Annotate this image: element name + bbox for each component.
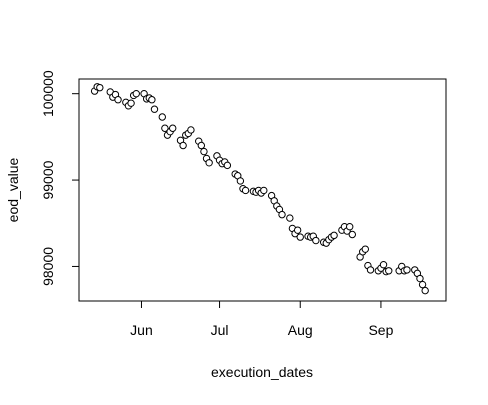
- data-point: [179, 141, 187, 150]
- data-point: [361, 245, 370, 253]
- data-point: [96, 83, 104, 92]
- data-point: [286, 214, 294, 222]
- plot-frame: [78, 78, 447, 302]
- data-point: [416, 274, 424, 283]
- data-point: [236, 177, 245, 185]
- data-point: [127, 99, 135, 107]
- data-point: [205, 159, 213, 167]
- data-point: [161, 124, 169, 132]
- data-point: [197, 141, 206, 150]
- data-point: [132, 89, 140, 98]
- y-tick-label: 98000: [40, 247, 56, 286]
- data-point: [187, 126, 195, 134]
- data-point: [278, 210, 286, 219]
- data-point: [403, 266, 411, 274]
- data-point: [348, 230, 356, 239]
- data-point: [330, 231, 338, 240]
- data-point: [169, 124, 177, 132]
- y-tick-label: 100000: [40, 70, 56, 117]
- x-tick-label: Jul: [211, 322, 229, 338]
- data-point: [293, 226, 302, 234]
- data-points: [90, 83, 429, 295]
- data-point: [260, 186, 268, 195]
- data-point: [296, 233, 304, 241]
- data-point: [200, 147, 208, 156]
- y-axis: 98000 99000 100000: [40, 70, 79, 286]
- data-point: [148, 96, 156, 104]
- data-point: [366, 266, 375, 274]
- x-tick-label: Jun: [130, 322, 153, 338]
- data-point: [223, 161, 232, 170]
- data-point: [379, 261, 388, 269]
- y-tick-label: 99000: [40, 160, 56, 199]
- data-point: [158, 113, 166, 121]
- y-axis-label: eod_value: [5, 157, 21, 222]
- x-axis: Jun Jul Aug Sep: [130, 301, 394, 338]
- data-point: [150, 105, 159, 113]
- data-point: [385, 267, 393, 275]
- data-point: [241, 186, 250, 195]
- data-point: [418, 280, 427, 289]
- data-point: [312, 236, 320, 245]
- x-tick-label: Sep: [368, 322, 393, 338]
- x-axis-label: execution_dates: [211, 364, 313, 380]
- data-point: [114, 96, 122, 104]
- data-point: [346, 223, 354, 231]
- data-point: [421, 286, 429, 295]
- x-tick-label: Aug: [288, 322, 313, 338]
